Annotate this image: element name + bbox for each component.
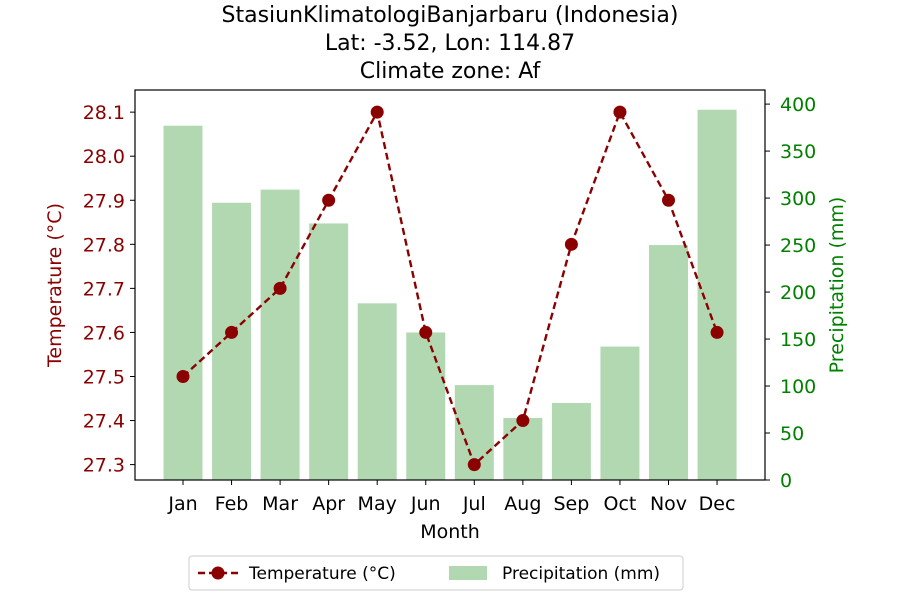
temperature-line: [182, 108, 719, 467]
right-y-tick-label: 200: [780, 282, 816, 304]
legend-frame: [188, 555, 684, 591]
right-y-tick-label: 0: [780, 470, 792, 492]
temperature-point-jun: [419, 325, 433, 339]
x-tick-label: Feb: [215, 493, 249, 515]
right-y-tick-label: 350: [780, 141, 816, 163]
temperature-point-oct: [613, 105, 627, 119]
legend: Temperature (°C) Precipitation (mm): [188, 555, 684, 591]
temperature-point-feb: [225, 325, 239, 339]
precipitation-bars: [163, 109, 737, 481]
x-tick-label: Oct: [604, 493, 637, 515]
x-tick-label: May: [358, 493, 397, 515]
left-y-tick-label: 27.6: [83, 322, 125, 344]
precipitation-bar-aug: [503, 417, 543, 480]
precipitation-bar-feb: [212, 202, 252, 480]
right-y-tick-label: 400: [780, 94, 816, 116]
left-y-axis-label: Temperature (°C): [44, 203, 66, 368]
left-y-tick-label: 28.0: [83, 146, 125, 168]
left-y-tick-label: 27.9: [83, 190, 125, 212]
right-y-tick-label: 300: [780, 188, 816, 210]
temperature-point-may: [370, 105, 384, 119]
right-y-axis-label: Precipitation (mm): [826, 197, 848, 374]
right-y-tick-label: 150: [780, 329, 816, 351]
legend-temperature-label: Temperature (°C): [248, 564, 396, 584]
left-y-tick-label: 27.8: [83, 234, 125, 256]
x-tick-label: Jun: [410, 493, 441, 515]
temperature-point-aug: [516, 414, 530, 428]
legend-temperature-marker: [211, 566, 225, 580]
title-line-1: StasiunKlimatologiBanjarbaru (Indonesia): [222, 3, 679, 28]
right-y-tick-label: 250: [780, 235, 816, 257]
left-y-tick-label: 27.4: [83, 411, 125, 433]
temperature-point-apr: [322, 193, 336, 207]
x-tick-label: Nov: [650, 493, 687, 515]
right-y-tick-label: 100: [780, 376, 816, 398]
right-y-tick-label: 50: [780, 423, 804, 445]
plot-frame: [134, 89, 766, 481]
legend-precipitation-label: Precipitation (mm): [502, 564, 660, 584]
x-tick-label: Aug: [504, 493, 541, 515]
left-y-axis: 27.3 27.4 27.5 27.6 27.7 27.8 27.9 28.0 28.1: [83, 102, 135, 477]
temperature-point-dec: [710, 325, 724, 339]
temperature-point-jul: [467, 458, 481, 472]
right-y-axis: 0 50 100 150 200 250 300 350 400: [765, 94, 816, 492]
temperature-point-mar: [273, 281, 287, 295]
chart-title: StasiunKlimatologiBanjarbaru (Indonesia)…: [222, 3, 679, 84]
precipitation-bar-apr: [309, 223, 349, 481]
x-tick-label: Jul: [462, 493, 486, 515]
x-tick-label: Sep: [553, 493, 589, 515]
temperature-point-sep: [564, 237, 578, 251]
temperature-point-jan: [176, 369, 190, 383]
x-axis-label: Month: [420, 521, 480, 543]
precipitation-bar-may: [357, 303, 397, 480]
temperature-point-nov: [662, 193, 675, 207]
precipitation-bar-jun: [406, 332, 446, 480]
title-line-3: Climate zone: Af: [360, 59, 542, 84]
left-y-tick-label: 27.3: [83, 455, 125, 477]
left-y-tick-label: 27.7: [83, 278, 125, 300]
x-tick-label: Dec: [699, 493, 736, 515]
legend-precipitation-swatch: [449, 566, 487, 580]
precipitation-bar-oct: [600, 346, 640, 480]
precipitation-bar-nov: [649, 245, 688, 480]
x-tick-label: Apr: [312, 493, 345, 515]
precipitation-bar-mar: [260, 189, 300, 480]
left-y-tick-label: 28.1: [83, 102, 125, 124]
x-axis: Jan Feb Mar Apr May Jun Jul Aug Sep Oct Nov Dec: [167, 480, 735, 515]
temperature-series: [176, 105, 724, 472]
title-line-2: Lat: -3.52, Lon: 114.87: [325, 31, 575, 56]
x-tick-label: Jan: [167, 493, 197, 515]
precipitation-bar-jan: [163, 125, 203, 481]
left-y-tick-label: 27.5: [83, 366, 125, 388]
x-tick-label: Mar: [262, 493, 298, 515]
precipitation-bar-sep: [551, 402, 591, 480]
